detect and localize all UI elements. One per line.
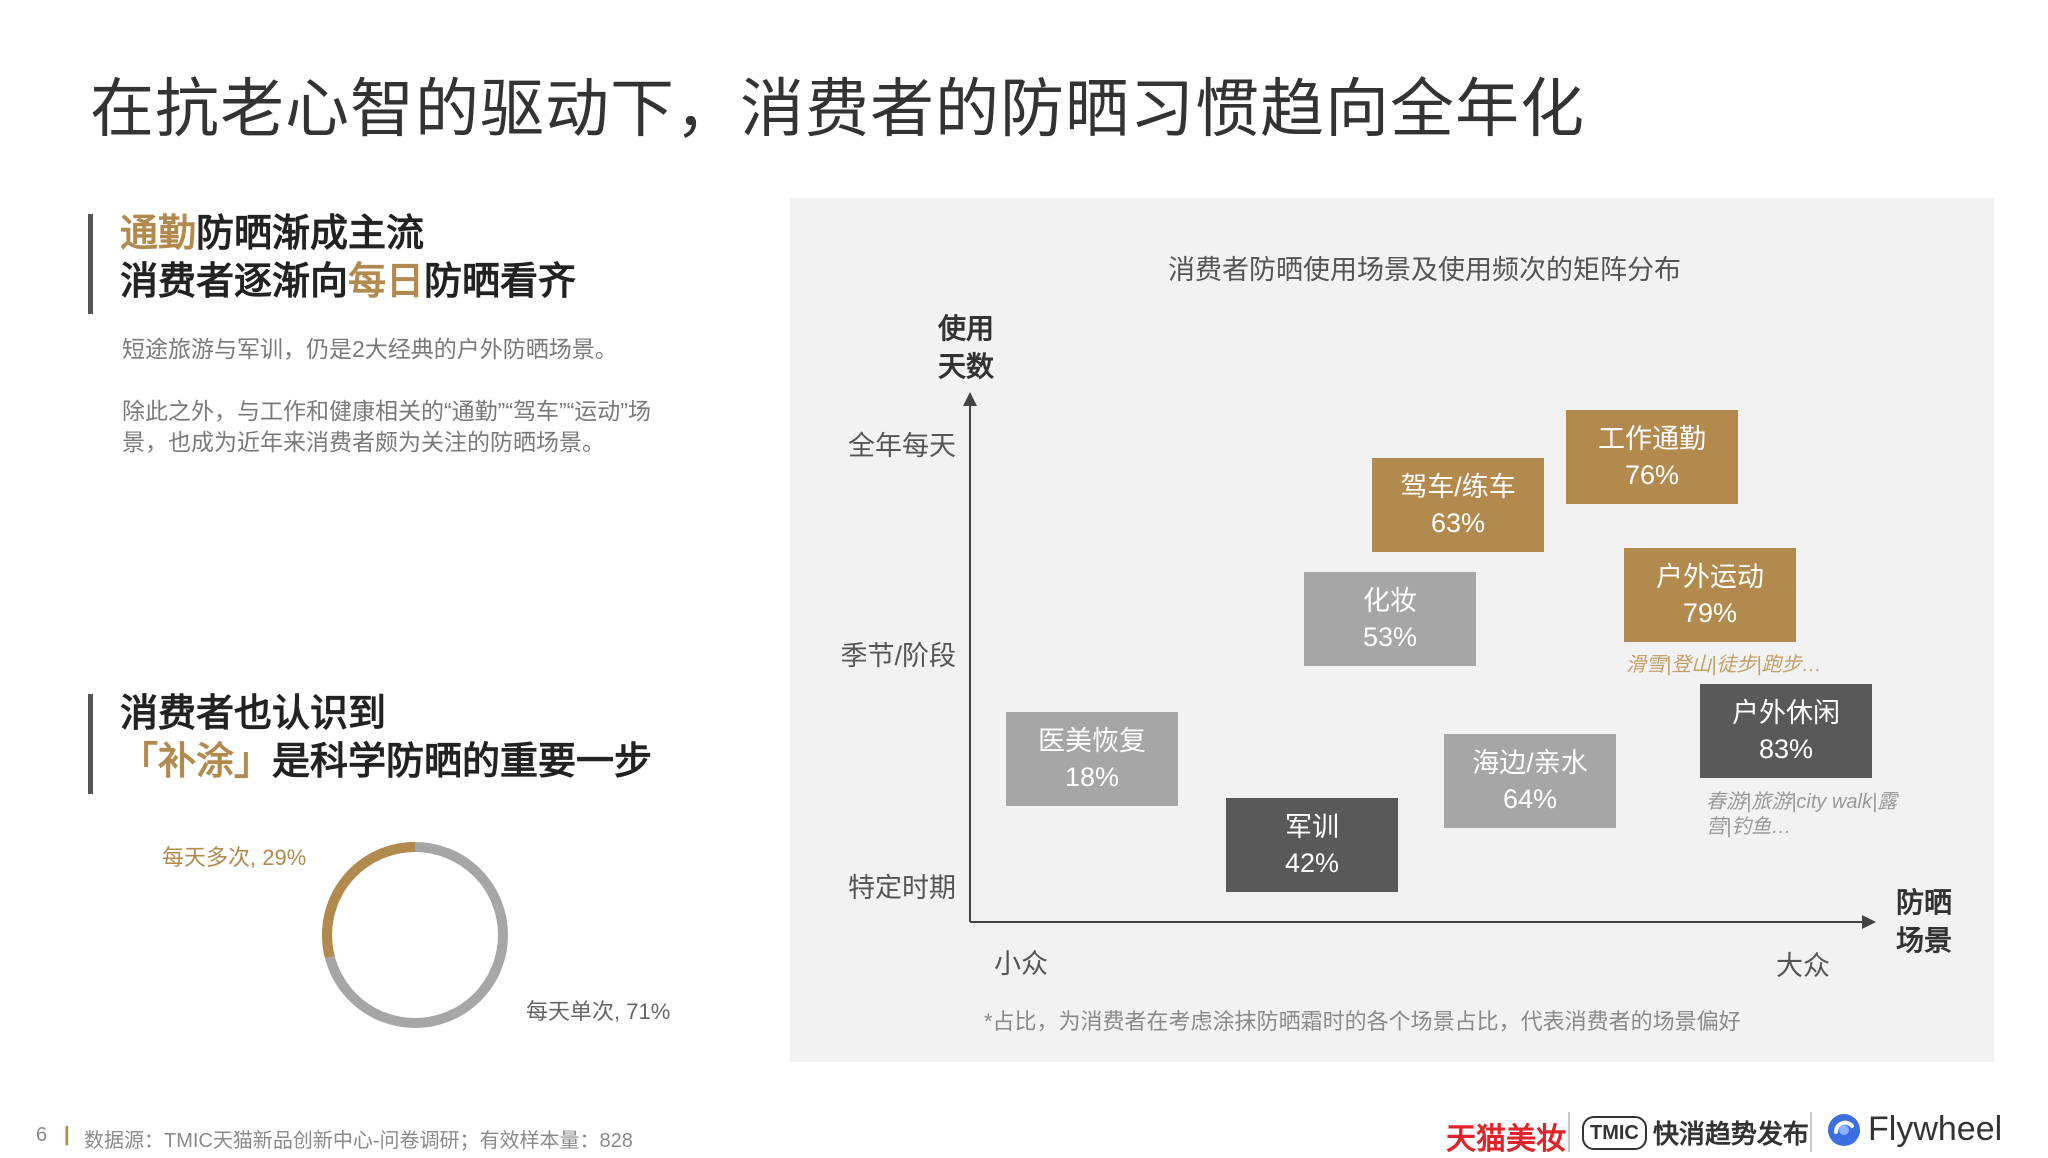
scenario-box-commute: 工作通勤 76%: [1566, 410, 1738, 504]
scenario-name: 军训: [1285, 812, 1339, 842]
x-tick-mass: 大众: [1776, 951, 1830, 981]
flywheel-logo: Flywheel: [1826, 1110, 2002, 1149]
headline-text: 防晒看齐: [424, 261, 577, 303]
section2-headline-line2: 「补涂」是科学防晒的重要一步: [120, 738, 652, 786]
scenario-pct: 83%: [1758, 734, 1814, 764]
scenario-name: 驾车/练车: [1400, 472, 1516, 502]
section2-headline-line1: 消费者也认识到: [120, 693, 387, 735]
scenario-box-sports: 户外运动 79%: [1624, 548, 1796, 642]
section1-headline-line2: 消费者逐渐向每日防晒看齐: [120, 258, 576, 306]
scenario-pct: 53%: [1362, 622, 1418, 652]
logo-divider: [1568, 1112, 1570, 1152]
scenario-box-driving: 驾车/练车 63%: [1372, 458, 1544, 552]
x-axis-label-line2: 场景: [1896, 925, 1953, 956]
x-axis-arrow: [1862, 915, 1876, 929]
donut-label-multi: 每天多次, 29%: [162, 845, 307, 870]
x-tick-niche: 小众: [994, 949, 1048, 979]
section1-headline-line1: 通勤防晒渐成主流: [120, 210, 424, 258]
section1-paragraph1: 短途旅游与军训，仍是2大经典的户外防晒场景。: [122, 336, 618, 362]
y-axis-label-line2: 天数: [938, 351, 995, 382]
scenario-box-outdoor-leisure: 户外休闲 83%: [1700, 684, 1872, 778]
headline-text: 是科学防晒的重要一步: [272, 741, 653, 783]
scenario-name: 户外运动: [1656, 562, 1764, 592]
headline-text: 消费者逐渐向: [120, 261, 349, 303]
scenario-name: 户外休闲: [1732, 698, 1840, 728]
section1-paragraph2: 除此之外，与工作和健康相关的“通勤”“驾车”“运动”场景，也成为近年来消费者颇为…: [122, 398, 651, 455]
scenario-pct: 64%: [1502, 784, 1558, 814]
x-axis-label: 防晒 场景: [1896, 884, 1952, 960]
y-axis-label-line1: 使用: [938, 313, 995, 344]
y-axis-label: 使用 天数: [938, 310, 994, 386]
scenario-pct: 42%: [1284, 848, 1340, 878]
y-tick-all-year: 全年每天: [848, 431, 956, 461]
donut-label-single: 每天单次, 71%: [526, 999, 671, 1024]
headline-highlight: 「补涂」: [120, 741, 273, 783]
page-title: 在抗老心智的驱动下，消费者的防晒习惯趋向全年化: [90, 73, 1585, 145]
scenario-box-aesthetic-recovery: 医美恢复 18%: [1006, 712, 1178, 806]
scenario-box-makeup: 化妆 53%: [1304, 572, 1476, 666]
tmic-text: 快消趋势发布: [1652, 1119, 1809, 1149]
tmall-beauty-logo: 天猫美妆: [1446, 1123, 1566, 1156]
scenario-name: 化妆: [1363, 586, 1417, 616]
matrix-footnote: *占比，为消费者在考虑涂抹防晒霜时的各个场景占比，代表消费者的场景偏好: [984, 1009, 1741, 1034]
scenario-name: 医美恢复: [1038, 726, 1146, 756]
scenario-name: 工作通勤: [1598, 424, 1706, 454]
tmic-logo: TMIC 快消趋势发布: [1582, 1114, 1809, 1151]
headline-highlight: 通勤: [120, 213, 197, 255]
section-accent-bar: [88, 214, 93, 314]
tmic-badge: TMIC: [1582, 1115, 1647, 1150]
section-accent-bar: [88, 694, 93, 794]
headline-text: 防晒渐成主流: [196, 213, 425, 255]
flywheel-text: Flywheel: [1868, 1110, 2003, 1148]
flywheel-icon: [1828, 1113, 1860, 1146]
y-axis-arrow: [963, 392, 977, 406]
x-axis-label-line1: 防晒: [1896, 887, 1953, 918]
donut-segment-multi: [321, 842, 508, 1028]
y-tick-specific: 特定时期: [848, 873, 956, 903]
scenario-pct: 79%: [1682, 598, 1738, 628]
scenario-box-military-training: 军训 42%: [1226, 798, 1398, 892]
page-number: 6: [36, 1124, 48, 1146]
sports-examples-note: 滑雪|登山|徒步|跑步…: [1626, 654, 1822, 676]
scenario-pct: 76%: [1624, 460, 1680, 490]
data-source: 数据源：TMIC天猫新品创新中心-问卷调研；有效样本量：828: [84, 1130, 633, 1152]
scenario-pct: 63%: [1430, 508, 1486, 538]
leisure-examples-note: 春游|旅游|city walk|露营|钓鱼…: [1706, 791, 1898, 838]
matrix-axes: [963, 392, 1876, 929]
footer-separator: |: [64, 1124, 70, 1146]
logo-divider: [1810, 1112, 1812, 1152]
scenario-box-seaside: 海边/亲水 64%: [1444, 734, 1616, 828]
donut-chart: [321, 842, 508, 1028]
matrix-title: 消费者防晒使用场景及使用频次的矩阵分布: [1168, 255, 1681, 285]
headline-highlight: 每日: [348, 261, 425, 303]
y-tick-season: 季节/阶段: [840, 641, 956, 671]
scenario-name: 海边/亲水: [1472, 748, 1588, 778]
scenario-pct: 18%: [1064, 762, 1120, 792]
